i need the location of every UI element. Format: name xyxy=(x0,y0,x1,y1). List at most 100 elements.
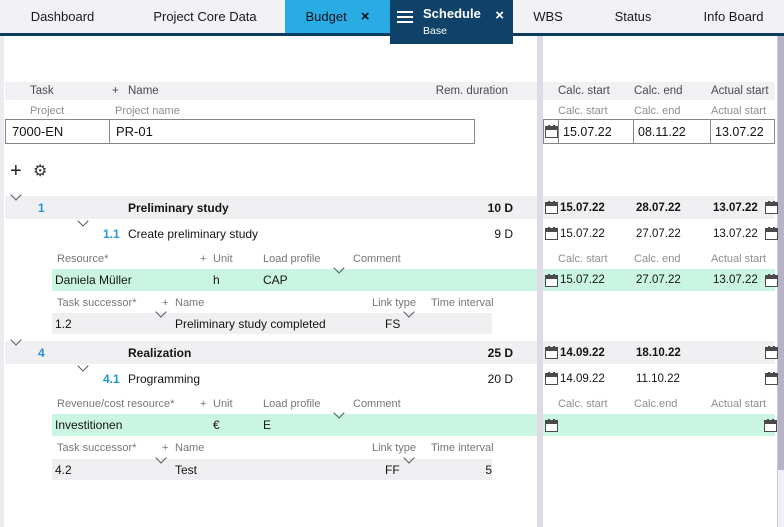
unit-col-label: Unit xyxy=(213,252,233,265)
add-resource-icon[interactable]: + xyxy=(200,397,207,410)
actual-start-value[interactable]: 13.07.22 xyxy=(713,274,758,286)
calendar-icon[interactable] xyxy=(765,201,778,214)
tab-budget[interactable]: Budget × xyxy=(285,0,390,33)
calc-start-value[interactable]: 14.09.22 xyxy=(560,372,605,385)
collapse-chevron-icon[interactable] xyxy=(10,334,22,346)
project-row: 7000-EN PR-01 15.07.22 08.11.22 13.07.22 xyxy=(0,119,784,144)
task-row[interactable]: 4 Realization 25 D 14.09.22 18.10.22 xyxy=(0,334,784,364)
calc-start-sublabel: Calc. start xyxy=(558,397,608,410)
resource-header-row: Resource* + Unit Load profile Comment Ca… xyxy=(0,250,784,267)
link-type-value[interactable]: FF xyxy=(385,462,400,477)
successor-id[interactable]: 4.2 xyxy=(55,462,72,477)
left-splitter[interactable] xyxy=(0,36,4,527)
calendar-icon[interactable] xyxy=(545,201,558,214)
time-interval-col-label: Time interval xyxy=(431,441,494,454)
project-id-field[interactable]: 7000-EN xyxy=(5,119,110,144)
successor-header-row: Task successor* + Name Link type Time in… xyxy=(0,439,784,456)
calc-start-value[interactable]: 15.07.22 xyxy=(560,227,605,240)
calendar-icon[interactable] xyxy=(545,418,558,432)
column-header-row: Task + Name Rem. duration Calc. start Ca… xyxy=(0,82,784,100)
calc-end-value[interactable]: 18.10.22 xyxy=(636,346,681,359)
resource-load-profile[interactable]: CAP xyxy=(263,273,288,287)
time-interval-value[interactable]: 5 xyxy=(485,462,492,477)
scrollbar-thumb[interactable] xyxy=(778,36,784,470)
resource-header-row: Revenue/cost resource* + Unit Load profi… xyxy=(0,395,784,412)
resource-name[interactable]: Investitionen xyxy=(55,418,123,432)
task-row[interactable]: 4.1 Programming 20 D 14.09.22 11.10.22 xyxy=(0,360,784,390)
calendar-icon[interactable] xyxy=(545,273,558,287)
link-type-value[interactable]: FS xyxy=(385,316,401,331)
successor-name[interactable]: Test xyxy=(175,462,198,477)
task-successor-col-label: Task successor* xyxy=(57,441,137,454)
calendar-icon[interactable] xyxy=(545,372,558,385)
menu-icon[interactable] xyxy=(397,11,413,23)
actual-start-value[interactable]: 13.07.22 xyxy=(713,201,758,214)
tab-schedule[interactable]: Schedule Base × xyxy=(390,0,513,44)
col-calc-start[interactable]: Calc. start xyxy=(558,85,610,97)
task-name: Realization xyxy=(128,345,192,360)
resource-row[interactable]: Investitionen € E xyxy=(0,407,784,436)
gear-icon[interactable]: ⚙ xyxy=(33,163,48,180)
calendar-icon[interactable] xyxy=(765,273,778,287)
project-name-field[interactable]: PR-01 xyxy=(109,119,475,144)
close-icon[interactable]: × xyxy=(360,8,370,25)
project-actual-start-field[interactable]: 13.07.22 xyxy=(715,124,764,139)
task-row[interactable]: 1.1 Create preliminary study 9 D 15.07.2… xyxy=(0,215,784,245)
successor-row[interactable]: 4.2 Test FF 5 xyxy=(0,452,784,480)
vertical-scrollbar[interactable] xyxy=(778,36,784,527)
calendar-icon[interactable] xyxy=(765,227,778,240)
calc-end-value[interactable]: 27.07.22 xyxy=(636,227,681,240)
name-col-label: Name xyxy=(175,441,205,454)
add-successor-icon[interactable]: + xyxy=(162,296,169,309)
col-name[interactable]: Name xyxy=(128,85,159,97)
add-successor-icon[interactable]: + xyxy=(162,441,169,454)
tab-budget-label: Budget xyxy=(305,9,347,24)
calendar-icon[interactable] xyxy=(544,125,558,138)
calendar-icon[interactable] xyxy=(764,418,777,432)
calc-start-value[interactable]: 15.07.22 xyxy=(560,201,605,214)
resource-row[interactable]: Daniela Müller h CAP 15.07.22 27.07.22 1… xyxy=(0,262,784,291)
panel-splitter[interactable] xyxy=(537,36,543,527)
add-column-icon[interactable]: + xyxy=(112,85,119,97)
tab-wbs[interactable]: WBS xyxy=(533,9,563,24)
successor-row[interactable]: 1.2 Preliminary study completed FS xyxy=(0,306,784,334)
task-duration: 9 D xyxy=(494,226,513,241)
calendar-icon[interactable] xyxy=(545,227,558,240)
successor-id[interactable]: 1.2 xyxy=(55,316,72,331)
add-resource-icon[interactable]: + xyxy=(200,252,207,265)
project-calc-start-field[interactable]: 15.07.22 xyxy=(559,120,634,143)
resource-unit[interactable]: € xyxy=(213,418,220,432)
col-actual-start[interactable]: Actual start xyxy=(711,85,769,97)
tab-info-board[interactable]: Info Board xyxy=(703,9,764,24)
resource-load-profile[interactable]: E xyxy=(263,418,272,432)
col-task[interactable]: Task xyxy=(30,85,54,97)
calc-end-value[interactable]: 28.07.22 xyxy=(636,201,681,214)
calc-end-sublabel: Calc.end xyxy=(634,397,678,410)
close-icon[interactable]: × xyxy=(495,7,504,24)
calc-start-value[interactable]: 14.09.22 xyxy=(560,346,605,359)
resource-col-label: Revenue/cost resource* xyxy=(57,397,175,410)
calc-end-value[interactable]: 11.10.22 xyxy=(636,372,680,385)
resource-unit[interactable]: h xyxy=(213,273,220,287)
actual-start-value[interactable]: 13.07.22 xyxy=(713,227,758,240)
calc-end-sublabel: Calc. end xyxy=(634,252,681,265)
tab-project-core-data[interactable]: Project Core Data xyxy=(153,9,257,24)
calendar-icon[interactable] xyxy=(765,346,778,359)
resource-name[interactable]: Daniela Müller xyxy=(55,273,132,287)
calendar-icon[interactable] xyxy=(765,372,778,385)
project-calc-end-field[interactable]: 08.11.22 xyxy=(634,120,711,143)
calc-end-value[interactable]: 27.07.22 xyxy=(636,274,681,286)
project-label: Project xyxy=(30,104,65,117)
comment-col-label: Comment xyxy=(353,252,401,265)
task-row[interactable]: 1 Preliminary study 10 D 15.07.22 28.07.… xyxy=(0,189,784,219)
collapse-chevron-icon[interactable] xyxy=(10,189,22,201)
tab-status[interactable]: Status xyxy=(614,9,652,24)
col-calc-end[interactable]: Calc. end xyxy=(634,85,683,97)
add-task-button[interactable]: + xyxy=(10,159,22,182)
tab-dashboard[interactable]: Dashboard xyxy=(30,9,95,24)
successor-name[interactable]: Preliminary study completed xyxy=(175,316,326,331)
resource-col-label: Resource* xyxy=(57,252,109,265)
calendar-icon[interactable] xyxy=(545,346,558,359)
calc-start-value[interactable]: 15.07.22 xyxy=(560,274,605,286)
col-rem-duration[interactable]: Rem. duration xyxy=(435,85,508,97)
